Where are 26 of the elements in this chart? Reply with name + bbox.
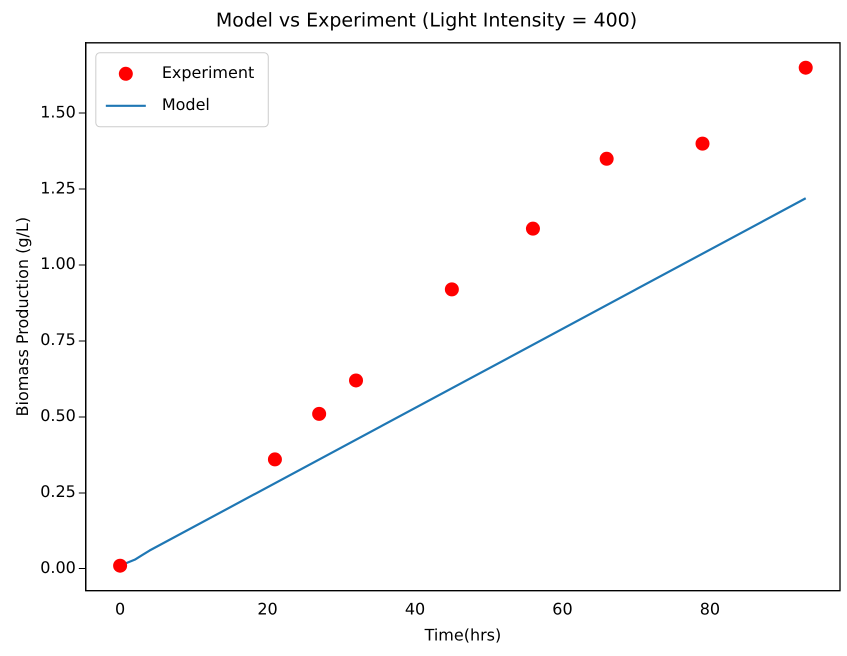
x-tick-label: 20 xyxy=(257,599,278,618)
point xyxy=(268,452,282,466)
point xyxy=(798,60,813,75)
x-tick-label: 60 xyxy=(552,599,573,618)
y-tick-label: 1.25 xyxy=(40,178,76,198)
chart-title: Model vs Experiment (Light Intensity = 400) xyxy=(216,9,638,32)
y-tick-label: 0.50 xyxy=(40,406,76,426)
x-axis-title: Time(hrs) xyxy=(424,626,502,645)
point xyxy=(113,558,128,573)
point xyxy=(526,222,540,236)
x-tick-label: 40 xyxy=(404,599,426,618)
y-tick-label: 1.50 xyxy=(40,102,76,122)
legend-label: Model xyxy=(162,94,210,114)
point xyxy=(312,406,326,421)
point xyxy=(444,282,459,296)
y-tick-label: 0.00 xyxy=(40,558,76,577)
y-tick-label: 0.25 xyxy=(40,482,76,501)
y-axis-title: Biomass Production (g/L) xyxy=(12,216,32,416)
y-tick-label: 1.00 xyxy=(40,254,76,274)
point xyxy=(600,152,614,166)
x-tick-label: 80 xyxy=(700,599,720,618)
point xyxy=(349,373,364,388)
point xyxy=(696,136,710,151)
x-tick-label: 0 xyxy=(115,599,126,618)
y-tick-label: 0.75 xyxy=(40,330,76,350)
legend-label: Experiment xyxy=(162,62,254,82)
